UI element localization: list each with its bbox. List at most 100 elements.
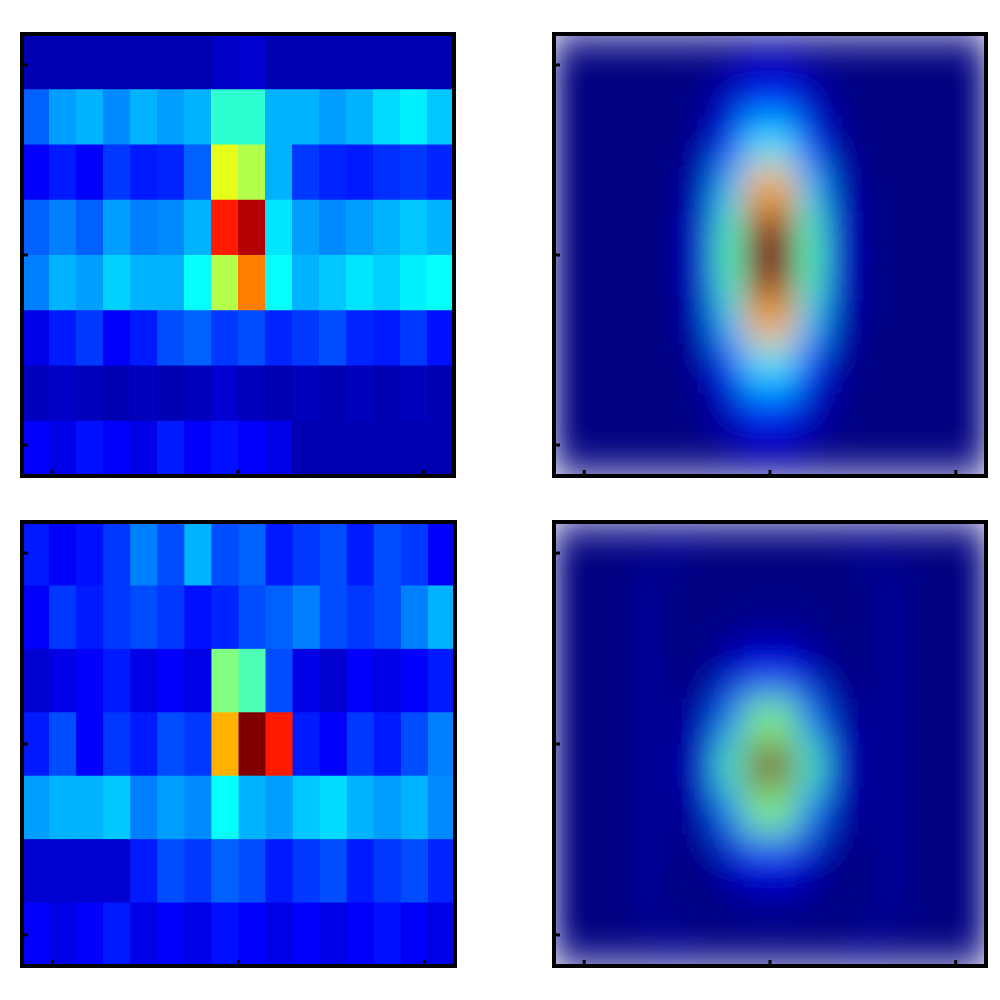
heatmap-cell <box>743 610 771 656</box>
heatmap-cell <box>238 648 267 713</box>
heatmap-cell <box>184 839 213 904</box>
heatmap-cell <box>22 365 50 422</box>
heatmap-cell <box>932 921 960 966</box>
heatmap-cell <box>238 522 267 587</box>
heatmap-cell <box>346 34 374 90</box>
smoothed-cells <box>554 522 986 966</box>
heatmap-cell <box>635 699 663 745</box>
heatmap-cell <box>635 610 663 656</box>
heatmap-cell <box>346 365 374 422</box>
heatmap-cell <box>373 420 401 476</box>
heatmap-cell <box>157 144 185 201</box>
heatmap-cell <box>878 387 906 433</box>
heatmap-cell <box>76 775 104 840</box>
heatmap-cell <box>292 712 321 777</box>
heatmap-cell <box>184 199 212 256</box>
heatmap-cell <box>932 610 960 656</box>
heatmap-cell <box>157 89 185 146</box>
heatmap-panel <box>20 520 457 968</box>
heatmap-cell <box>824 299 852 344</box>
heatmap-cell <box>22 310 50 367</box>
heatmap-cell <box>716 744 744 789</box>
heatmap-cell <box>400 34 428 90</box>
heatmap-cell <box>716 832 744 878</box>
heatmap-cell <box>743 122 771 168</box>
heatmap-cell <box>292 648 321 713</box>
heatmap-cell <box>662 299 690 344</box>
heatmap-cell <box>292 839 321 904</box>
heatmap-cell <box>292 775 321 840</box>
heatmap-cell <box>851 210 879 256</box>
heatmap-cell <box>292 420 320 476</box>
heatmap-cell <box>373 255 401 311</box>
heatmap-cell <box>238 839 267 904</box>
heatmap-cell <box>346 775 375 840</box>
heatmap-cell <box>608 655 636 701</box>
heatmap-cell <box>743 655 771 701</box>
heatmap-cell <box>130 522 158 587</box>
heatmap-cell <box>797 299 825 344</box>
heatmap-cell <box>743 699 771 745</box>
heatmap-cell <box>76 420 104 476</box>
heatmap-cell <box>608 522 636 567</box>
heatmap-cell <box>716 387 744 433</box>
heatmap-cell <box>103 839 131 904</box>
heatmap-cell <box>743 788 771 834</box>
heatmap-cell <box>878 699 906 745</box>
heatmap-cell <box>878 610 906 656</box>
heatmap-cell <box>635 788 663 834</box>
heatmap-cell <box>851 431 879 476</box>
heatmap-cell <box>959 921 986 966</box>
heatmap-cell <box>932 431 960 476</box>
heatmap-cell <box>878 522 906 567</box>
heatmap-cell <box>346 310 374 367</box>
heatmap-cell <box>184 648 213 713</box>
heatmap-cell <box>554 210 582 256</box>
heatmap-cell <box>400 839 429 904</box>
heatmap-cell <box>554 877 582 923</box>
heatmap-cell <box>130 648 158 713</box>
smoothed-cells <box>554 34 986 476</box>
heatmap-cell <box>716 343 744 389</box>
heatmap-cell <box>770 210 798 256</box>
heatmap-cell <box>770 744 798 789</box>
heatmap-cell <box>608 921 636 966</box>
heatmap-cell <box>130 902 158 966</box>
heatmap-cell <box>184 310 212 367</box>
heatmap-cell <box>49 775 77 840</box>
heatmap-cell <box>49 255 77 311</box>
heatmap-cell <box>743 210 771 256</box>
heatmap-cell <box>689 566 717 612</box>
heatmap-cell <box>130 310 158 367</box>
heatmap-cell <box>22 839 50 904</box>
heatmap-cell <box>400 585 429 650</box>
heatmap-cell <box>292 522 321 587</box>
heatmap-cell <box>851 655 879 701</box>
heatmap-cell <box>76 522 104 587</box>
heatmap-cell <box>932 699 960 745</box>
heatmap-cell <box>851 877 879 923</box>
heatmap-cell <box>743 877 771 923</box>
heatmap-cell <box>932 343 960 389</box>
heatmap-cell <box>238 775 267 840</box>
heatmap-cell <box>662 210 690 256</box>
heatmap-cell <box>689 877 717 923</box>
heatmap-cell <box>905 255 933 300</box>
heatmap-cell <box>319 902 348 966</box>
heatmap-cell <box>824 166 852 212</box>
heatmap-cell <box>103 89 131 146</box>
heatmap-cell <box>184 775 213 840</box>
heatmap-cell <box>932 566 960 612</box>
heatmap-cell <box>608 877 636 923</box>
heatmap-cell <box>635 387 663 433</box>
heatmap-cell <box>959 210 986 256</box>
heatmap-cell <box>581 387 609 433</box>
heatmap-cell <box>581 299 609 344</box>
heatmap-cell <box>770 566 798 612</box>
heatmap-cell <box>265 648 294 713</box>
heatmap-cell <box>581 699 609 745</box>
heatmap-cell <box>400 144 428 201</box>
heatmap-cell <box>238 585 267 650</box>
heatmap-cell <box>581 744 609 789</box>
heatmap-cell <box>554 655 582 701</box>
